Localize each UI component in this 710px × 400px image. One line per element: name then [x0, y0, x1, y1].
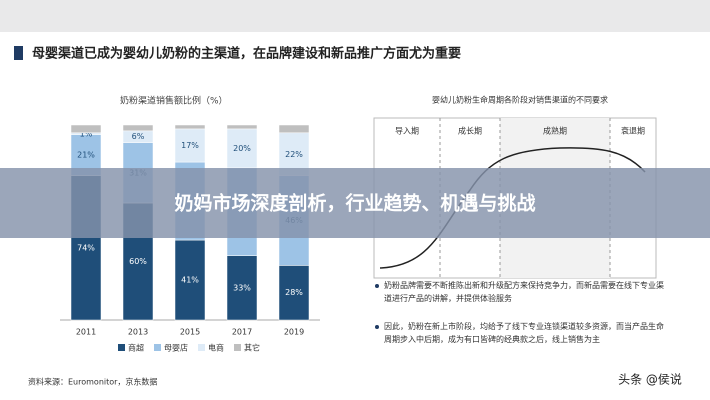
data-label: 74%	[77, 243, 95, 252]
bar-segment	[226, 255, 258, 321]
bullet-dot	[375, 325, 379, 329]
data-label: 21%	[77, 151, 95, 160]
header-title: 母婴渠道已成为婴幼儿奶粉的主渠道，在品牌建设和新品推广方面尤为重要	[32, 46, 461, 62]
bullet-text: 因此，奶粉在新上市阶段，均给予了线下专业连锁渠道较多资源，而当产品生命周期步入中…	[384, 322, 664, 344]
legend-swatch	[198, 344, 205, 351]
bar-segment	[122, 124, 154, 132]
phase-label: 衰退期	[621, 126, 645, 136]
bar-segment	[174, 124, 206, 130]
bar-segment	[174, 239, 206, 321]
data-label: 41%	[181, 276, 199, 285]
bar-segment	[174, 128, 206, 163]
x-tick-label: 2011	[76, 328, 96, 337]
legend-label: 电商	[208, 343, 224, 353]
bar-segment	[278, 124, 310, 134]
phase-label: 导入期	[395, 127, 419, 136]
diagram-title: 婴幼儿奶粉生命周期各阶段对销售渠道的不同要求	[432, 95, 608, 105]
legend-label: 母婴店	[164, 343, 188, 353]
chart-subtitle: 奶粉渠道销售额比例（%）	[120, 95, 228, 107]
bullet-box: 奶粉品牌需要不断推陈出新和升级配方来保持竞争力，而新品需要在线下专业渠道进行产品…	[384, 281, 664, 303]
bar-segment	[278, 265, 310, 321]
header-marker	[14, 46, 23, 60]
bullet-box: 因此，奶粉在新上市阶段，均给予了线下专业连锁渠道较多资源，而当产品生命周期步入中…	[384, 322, 664, 344]
data-label: 17%	[181, 141, 199, 150]
phase-label: 成熟期	[543, 126, 567, 136]
data-label: 22%	[285, 150, 303, 159]
x-tick-label: 2013	[128, 328, 148, 337]
data-label: 1%	[80, 129, 93, 138]
phase-label: 成长期	[458, 126, 482, 136]
data-label: 6%	[132, 132, 145, 141]
legend-swatch	[154, 344, 161, 351]
bullet-dot	[375, 284, 379, 288]
legend-swatch	[118, 344, 125, 351]
banner	[0, 168, 710, 238]
source-note: 资料来源：Euromonitor，京东数据	[28, 377, 157, 387]
x-tick-label: 2019	[284, 328, 304, 337]
banner-title: 奶妈市场深度剖析，行业趋势、机遇与挑战	[174, 192, 535, 215]
legend-label: 其它	[244, 343, 260, 353]
bar-segment	[70, 124, 102, 134]
data-label: 28%	[285, 288, 303, 297]
x-tick-label: 2017	[232, 328, 252, 337]
watermark: 头条 @侯说	[618, 372, 682, 387]
bar-segment	[226, 124, 258, 130]
bullet-text: 奶粉品牌需要不断推陈出新和升级配方来保持竞争力，而新品需要在线下专业渠道进行产品…	[384, 281, 664, 303]
legend-swatch	[234, 344, 241, 351]
x-tick-label: 2015	[180, 328, 200, 337]
data-label: 20%	[233, 144, 251, 153]
bar-segment	[226, 128, 258, 169]
legend-label: 商超	[128, 343, 144, 353]
data-label: 33%	[233, 283, 251, 292]
lifecycle-curve	[379, 147, 646, 269]
data-label: 60%	[129, 257, 147, 266]
